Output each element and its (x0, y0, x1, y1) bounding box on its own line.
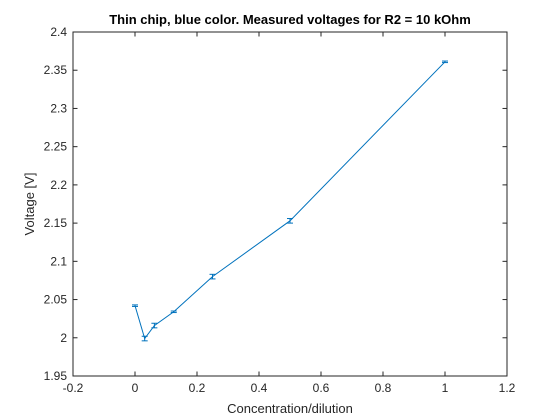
x-tick-label: 0.2 (189, 381, 206, 395)
x-tick-label: 0.4 (251, 381, 268, 395)
y-tick-label: 2.3 (50, 101, 67, 115)
x-axis-label: Concentration/dilution (227, 401, 353, 416)
error-bar (132, 304, 138, 307)
x-tick-label: 1.2 (499, 381, 516, 395)
y-tick-label: 2 (60, 331, 67, 345)
y-tick-label: 1.95 (44, 369, 68, 383)
x-tick-label: 0.6 (313, 381, 330, 395)
x-tick-label: 0.8 (375, 381, 392, 395)
y-tick-label: 2.35 (44, 63, 68, 77)
y-tick-label: 2.4 (50, 25, 67, 39)
x-tick-label: 0 (132, 381, 139, 395)
y-tick-label: 2.1 (50, 254, 67, 268)
plot-area (73, 32, 507, 376)
x-tick-label: -0.2 (63, 381, 84, 395)
error-bar (209, 273, 216, 280)
axes-box (72, 31, 508, 377)
y-tick-label: 2.05 (44, 293, 68, 307)
y-tick-label: 2.25 (44, 140, 68, 154)
x-tick-label: 1 (442, 381, 449, 395)
series-layer (132, 60, 448, 342)
y-tick-label: 2.15 (44, 216, 68, 230)
error-bar (141, 335, 148, 342)
error-bar (287, 218, 293, 224)
error-bar (170, 310, 177, 314)
error-bar (442, 60, 448, 64)
y-axis-label: Voltage [V] (22, 173, 37, 236)
chart-title: Thin chip, blue color. Measured voltages… (109, 12, 471, 27)
ticks-layer: -0.2 0 0.2 0.4 0.6 0.8 1 1.2 1.95 2 2.05 2.1 2.15 2.2… (44, 25, 516, 395)
error-bar (151, 322, 158, 329)
y-tick-label: 2.2 (50, 178, 67, 192)
